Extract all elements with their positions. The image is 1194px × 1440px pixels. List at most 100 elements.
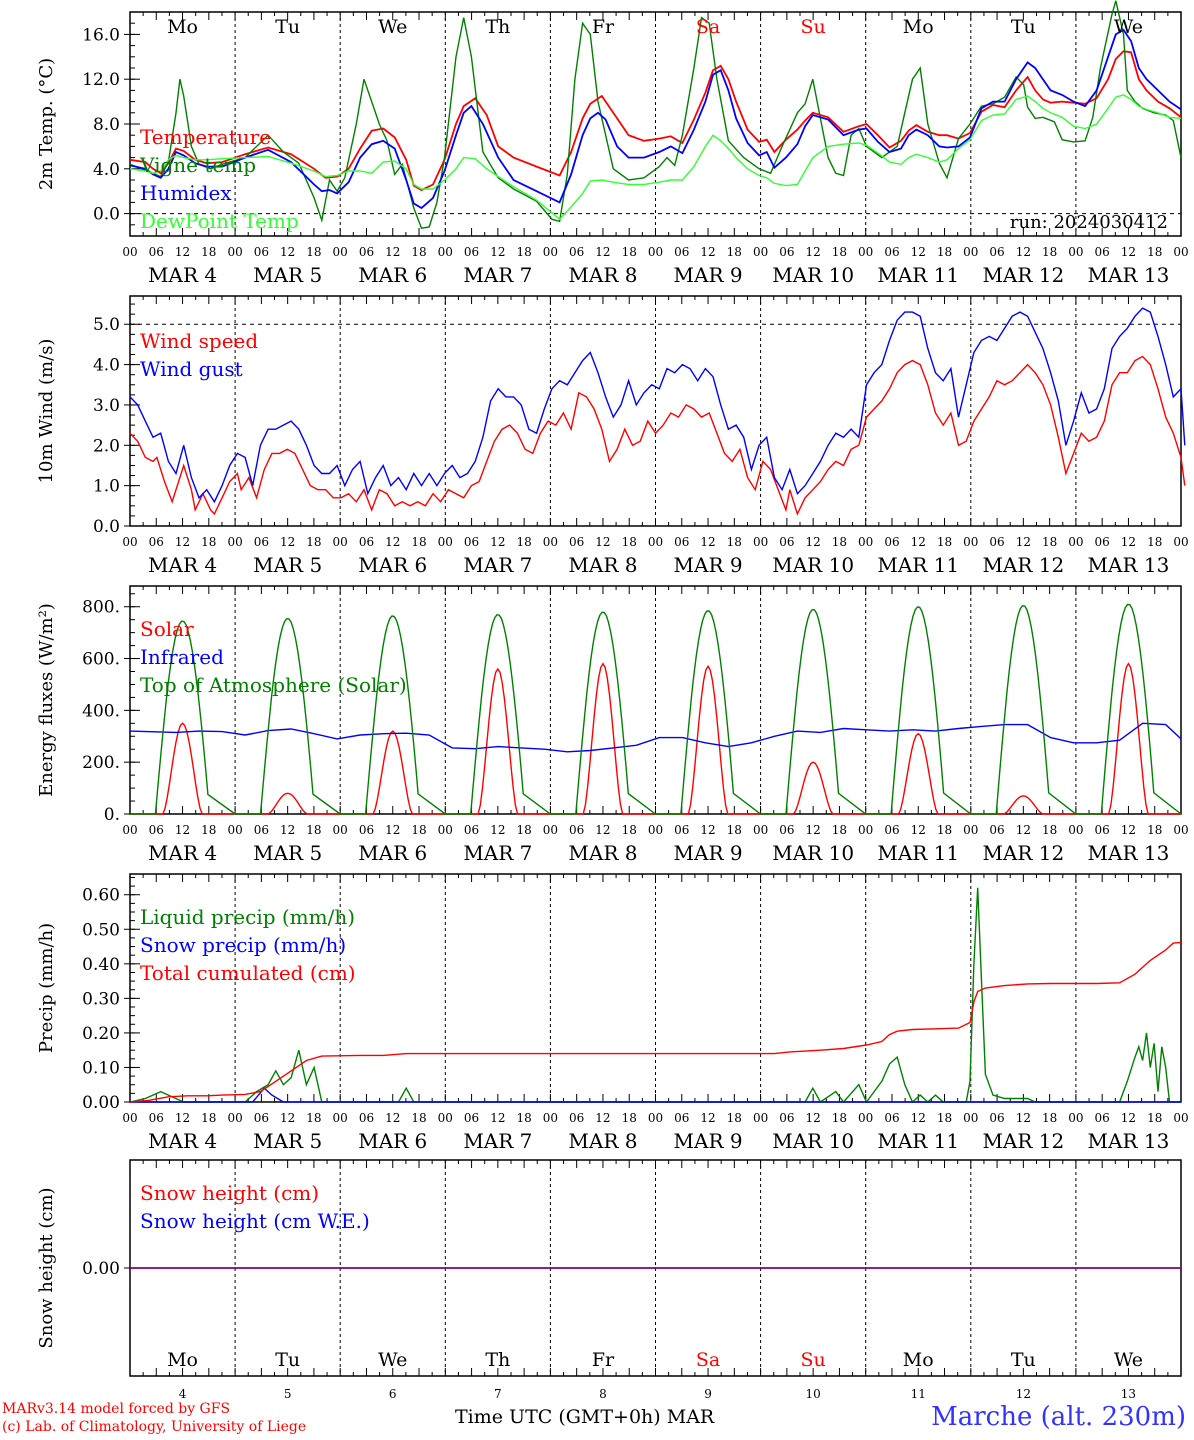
hour-label: 00 [333, 245, 348, 259]
hour-label: 00 [227, 535, 242, 549]
hour-label: 00 [963, 535, 978, 549]
legend-entry: Humidex [140, 181, 232, 205]
hour-label: 18 [832, 535, 847, 549]
date-label: MAR 11 [877, 553, 959, 577]
hour-label: 18 [1042, 245, 1057, 259]
hour-label: 00 [753, 245, 768, 259]
hour-label: 06 [779, 535, 794, 549]
day-name-bottom: Fr [592, 1349, 615, 1371]
hour-label: 06 [674, 823, 689, 837]
hour-label: 12 [595, 535, 610, 549]
hour-label: 00 [1173, 823, 1188, 837]
hour-label: 00 [648, 1111, 663, 1125]
hour-label: 12 [490, 823, 505, 837]
day-name-top: Tu [275, 16, 300, 38]
hour-label: 00 [333, 535, 348, 549]
day-number: 10 [806, 1387, 821, 1401]
hour-label: 12 [1016, 535, 1031, 549]
y-tick-label: 0.40 [82, 955, 120, 975]
hour-label: 06 [359, 245, 374, 259]
hour-label: 06 [884, 245, 899, 259]
hour-label: 18 [1147, 535, 1162, 549]
y-tick-label: 800. [82, 598, 120, 618]
hour-label: 12 [175, 535, 190, 549]
hour-label: 12 [595, 823, 610, 837]
y-tick-label: 8.0 [93, 115, 120, 135]
hour-label: 18 [516, 245, 531, 259]
hour-label: 06 [569, 535, 584, 549]
hour-label: 12 [911, 245, 926, 259]
hour-label: 18 [306, 245, 321, 259]
hour-label: 00 [753, 535, 768, 549]
legend-entry: Total cumulated (cm) [140, 961, 356, 985]
hour-label: 12 [595, 1111, 610, 1125]
y-tick-label: 0.50 [82, 920, 120, 940]
hour-label: 00 [858, 823, 873, 837]
day-name-bottom: We [378, 1349, 407, 1371]
date-label: MAR 13 [1088, 841, 1170, 865]
hour-label: 06 [464, 823, 479, 837]
hour-label: 06 [149, 535, 164, 549]
credit-line-1: MARv3.14 model forced by GFS [2, 1401, 231, 1417]
hour-label: 06 [1095, 535, 1110, 549]
date-label: MAR 8 [568, 263, 637, 287]
legend-entry: Liquid precip (mm/h) [140, 905, 355, 929]
time-axis-month: MAR [666, 1406, 715, 1428]
hour-label: 18 [201, 823, 216, 837]
date-label: MAR 13 [1088, 263, 1170, 287]
series-line-wind-0 [129, 355, 1186, 516]
hour-label: 06 [989, 1111, 1004, 1125]
hour-label: 00 [333, 823, 348, 837]
hour-label: 00 [122, 823, 137, 837]
hour-label: 06 [569, 1111, 584, 1125]
hour-label: 00 [1068, 1111, 1083, 1125]
date-label: MAR 5 [253, 841, 322, 865]
hour-label: 06 [989, 535, 1004, 549]
hour-label: 12 [700, 535, 715, 549]
hour-label: 12 [280, 1111, 295, 1125]
y-tick-label: 0.0 [93, 517, 120, 537]
hour-label: 06 [674, 1111, 689, 1125]
day-number: 8 [599, 1387, 607, 1401]
hour-label: 06 [674, 535, 689, 549]
hour-label: 06 [359, 823, 374, 837]
y-tick-label: 0.00 [82, 1259, 120, 1279]
hour-label: 06 [464, 1111, 479, 1125]
y-tick-label: 2.0 [93, 436, 120, 456]
hour-label: 00 [753, 823, 768, 837]
hour-label: 00 [1068, 823, 1083, 837]
y-tick-label: 12.0 [82, 70, 120, 90]
legend-entry: Wind gust [140, 357, 243, 381]
series-line-precip-2 [129, 941, 1182, 1103]
day-name-top: Su [801, 16, 826, 38]
day-name-top: Mo [167, 16, 198, 38]
day-number: 4 [179, 1387, 187, 1401]
hour-label: 12 [1016, 823, 1031, 837]
hour-label: 12 [175, 245, 190, 259]
y-tick-label: 600. [82, 650, 120, 670]
hour-label: 12 [700, 245, 715, 259]
hour-label: 18 [622, 535, 637, 549]
hour-label: 12 [385, 823, 400, 837]
hour-label: 18 [622, 1111, 637, 1125]
hour-label: 12 [490, 245, 505, 259]
hour-label: 00 [858, 535, 873, 549]
legend-entry: Snow height (cm) [140, 1181, 319, 1205]
station-title: Marche (alt. 230m) [931, 1402, 1186, 1432]
series-line-temp-3 [129, 94, 1182, 221]
hour-label: 06 [359, 535, 374, 549]
hour-label: 00 [227, 1111, 242, 1125]
hour-label: 12 [490, 535, 505, 549]
hour-label: 18 [727, 823, 742, 837]
hour-label: 18 [306, 1111, 321, 1125]
day-number: 12 [1016, 1387, 1031, 1401]
date-label: MAR 7 [463, 553, 532, 577]
day-name-bottom: Tu [275, 1349, 300, 1371]
hour-label: 18 [201, 1111, 216, 1125]
hour-label: 06 [884, 535, 899, 549]
hour-label: 00 [858, 245, 873, 259]
y-tick-label: 4.0 [93, 160, 120, 180]
legend-entry: Temperature [140, 125, 271, 149]
hour-label: 00 [333, 1111, 348, 1125]
